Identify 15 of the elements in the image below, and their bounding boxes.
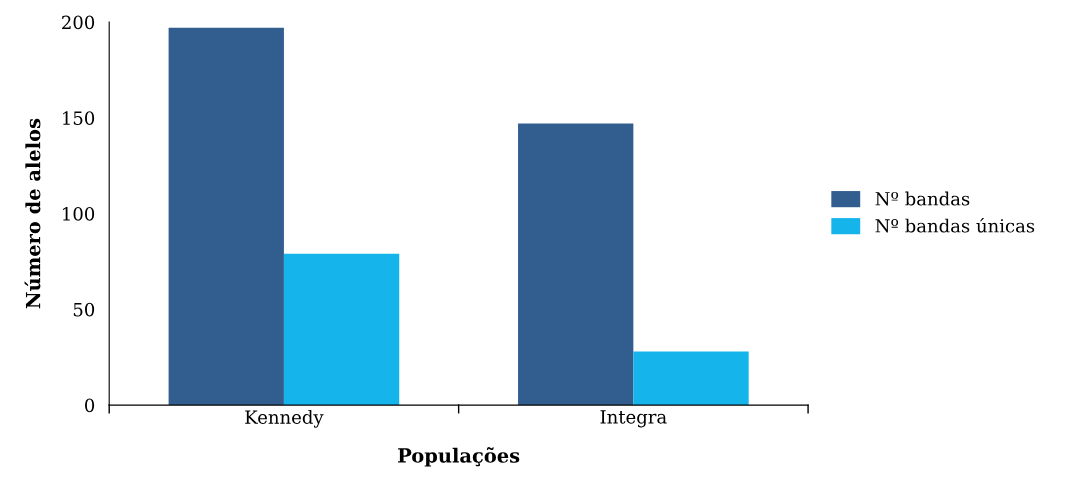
bar xyxy=(518,123,634,406)
x-tick-label: Kennedy xyxy=(245,409,324,428)
y-tick-label: 200 xyxy=(62,15,95,30)
y-tick-label: 0 xyxy=(85,398,95,413)
x-axis-title: Populações xyxy=(398,447,520,467)
y-tick-label: 100 xyxy=(63,207,95,221)
y-tick-label: 150 xyxy=(63,111,95,125)
legend-label: Nº bandas únicas xyxy=(875,217,1035,233)
bar xyxy=(168,27,284,406)
x-tick-label: Integra xyxy=(600,410,667,428)
y-axis-title: Número de alelos xyxy=(24,118,41,309)
bar xyxy=(283,253,400,406)
bar xyxy=(633,351,749,406)
legend-label: Nº bandas xyxy=(875,191,970,206)
y-tick-label: 50 xyxy=(73,302,95,317)
